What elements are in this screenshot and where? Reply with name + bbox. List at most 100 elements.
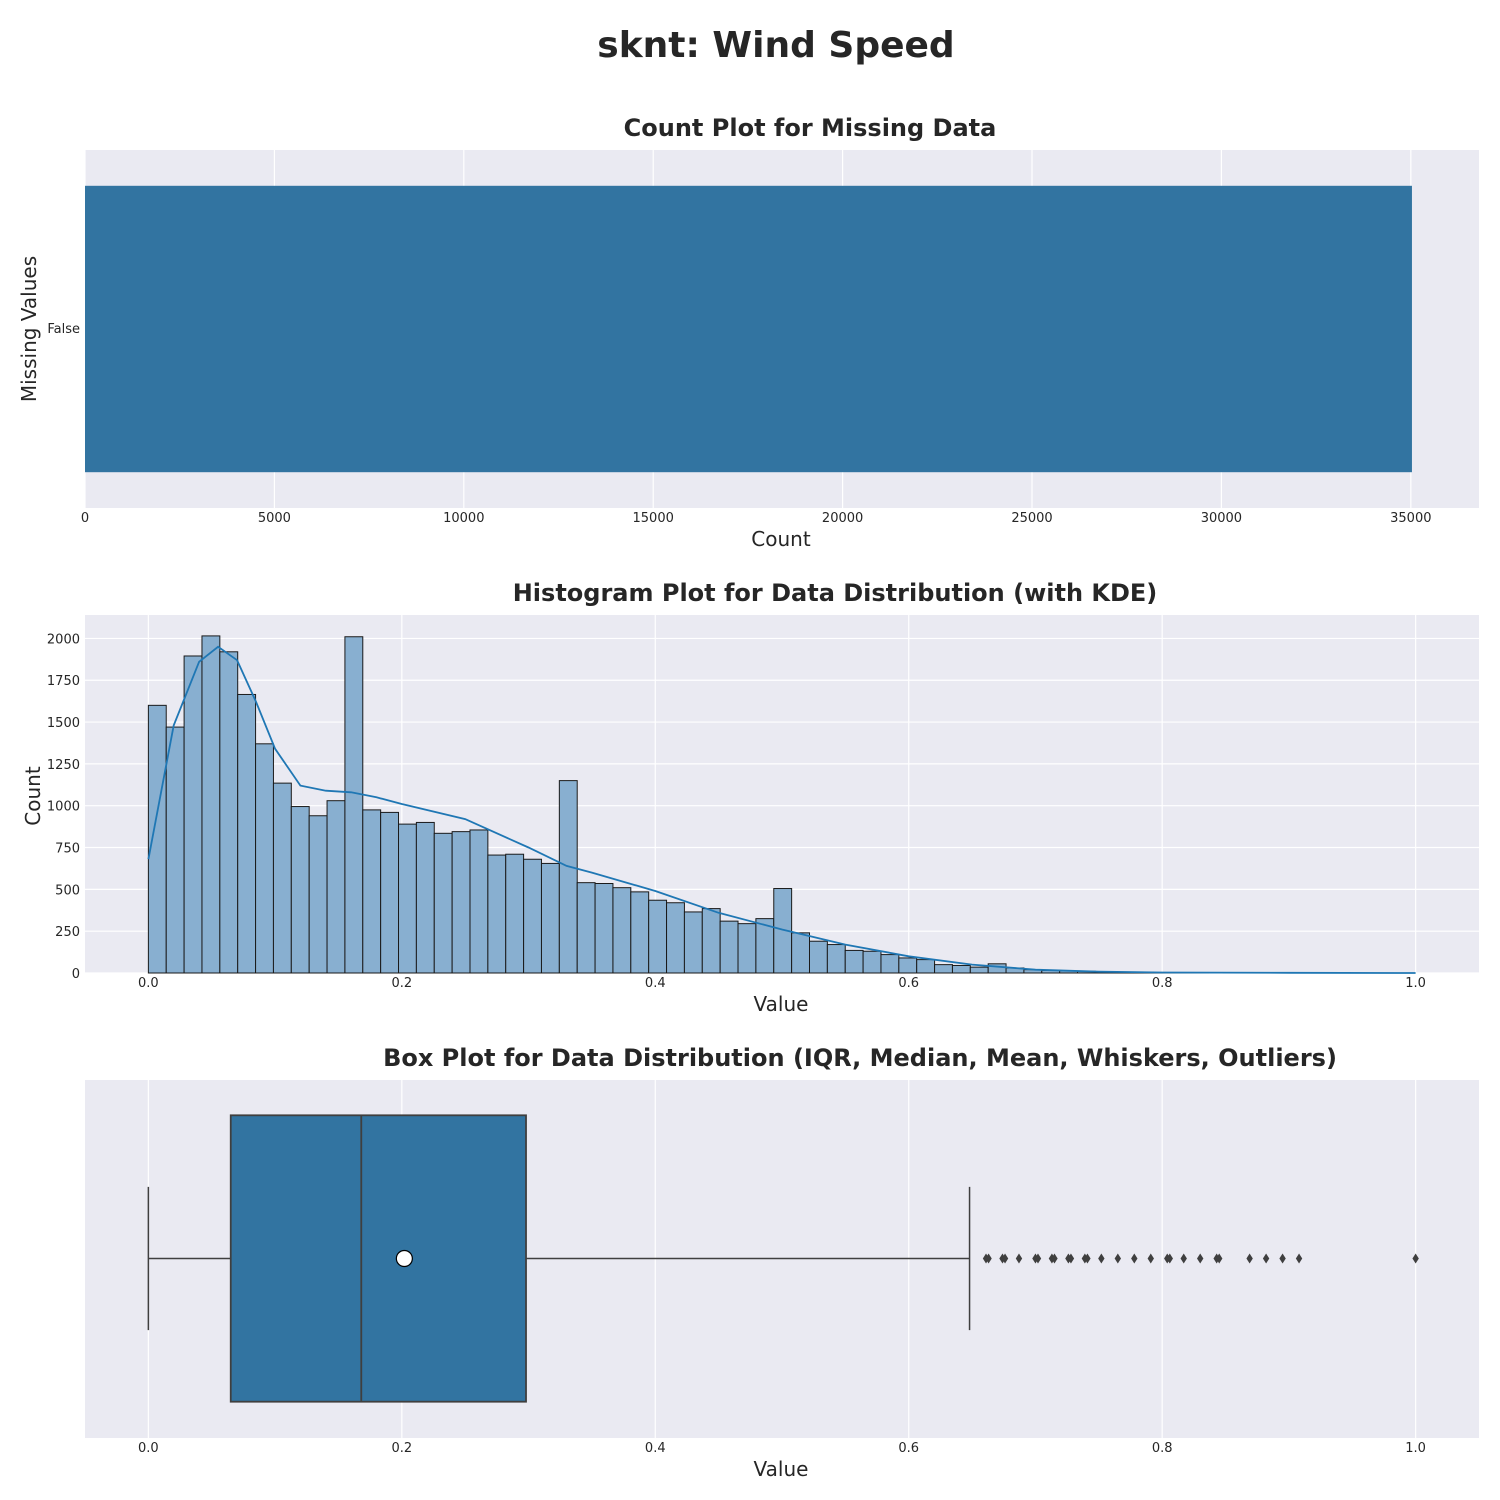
count-plot-x-tick-label: 5000 xyxy=(258,511,291,526)
histogram-bar xyxy=(701,908,721,974)
box-plot-x-tick-label: 1.0 xyxy=(1405,1441,1426,1456)
outlier-point xyxy=(985,1253,992,1264)
histogram-bar xyxy=(290,806,310,974)
box-plot-box xyxy=(147,1114,971,1403)
histogram-bar xyxy=(201,635,221,974)
outlier-point xyxy=(1279,1253,1286,1264)
histogram-y-tick-label: 1500 xyxy=(47,716,80,731)
histogram-y-label: Count xyxy=(21,766,45,826)
count-plot-x-tick-label: 30000 xyxy=(1201,511,1242,526)
histogram-x-tick-label: 0.6 xyxy=(898,976,919,991)
outlier-point xyxy=(1166,1253,1173,1264)
histogram-y-tick-label: 500 xyxy=(55,883,80,898)
box-plot-x-tick-label: 0.2 xyxy=(391,1441,412,1456)
outlier-point xyxy=(1246,1253,1253,1264)
histogram-bar xyxy=(969,966,989,974)
histogram-panel: Histogram Plot for Data Distribution (wi… xyxy=(21,579,1479,1016)
histogram-bar xyxy=(719,920,739,974)
count-plot-x-ticks: 0 5000 10000 15000 20000 25000 30000 35000 xyxy=(81,511,1432,526)
histogram-x-tick-label: 1.0 xyxy=(1405,976,1426,991)
histogram-bar xyxy=(183,655,203,974)
histogram-bar xyxy=(433,832,453,974)
box-plot-title: Box Plot for Data Distribution (IQR, Med… xyxy=(383,1044,1337,1072)
count-plot-y-tick-label: False xyxy=(47,322,80,337)
histogram-bar xyxy=(255,743,274,974)
histogram-bar xyxy=(380,811,400,974)
histogram-bar xyxy=(683,911,703,974)
count-plot-title: Count Plot for Missing Data xyxy=(624,114,997,142)
histogram-bar xyxy=(344,636,364,974)
histogram-y-tick-label: 1750 xyxy=(47,674,80,689)
mean-marker xyxy=(395,1249,413,1268)
outlier-point xyxy=(1131,1253,1138,1264)
outlier-point xyxy=(1262,1253,1270,1264)
histogram-bar xyxy=(862,950,882,974)
histogram-x-label: Value xyxy=(754,992,809,1016)
histogram-bar xyxy=(540,862,560,974)
histogram-y-tick-label: 2000 xyxy=(47,632,80,647)
histogram-bar xyxy=(487,854,507,974)
box-plot-x-tick-label: 0.4 xyxy=(645,1441,666,1456)
histogram-bar xyxy=(469,829,489,974)
histogram-bar xyxy=(951,964,971,974)
box-plot-x-ticks: 0.0 0.2 0.4 0.6 0.8 1.0 xyxy=(138,1441,1426,1456)
histogram-kde xyxy=(147,645,1416,974)
outlier-point xyxy=(1114,1253,1122,1264)
count-plot-y-label: Missing Values xyxy=(17,256,41,402)
outlier-point xyxy=(1067,1253,1075,1264)
outlier-point xyxy=(1197,1253,1204,1264)
outlier-point xyxy=(1051,1253,1058,1264)
histogram-bar xyxy=(165,726,185,974)
histogram-bar xyxy=(934,964,953,974)
histogram-bar xyxy=(362,809,382,974)
histogram-bar xyxy=(451,831,471,974)
outlier-point xyxy=(1216,1253,1223,1264)
histogram-bar xyxy=(147,704,167,974)
histogram-bar xyxy=(398,823,417,974)
histogram-bar xyxy=(630,891,650,974)
count-plot-bars xyxy=(85,185,1412,473)
count-plot-x-tick-label: 10000 xyxy=(443,511,484,526)
outlier-point xyxy=(1295,1253,1303,1264)
histogram-bar xyxy=(826,944,846,974)
histogram-y-tick-label: 0 xyxy=(72,967,80,982)
count-plot-panel: Count Plot for Missing Data 0 5000 10000 15… xyxy=(17,114,1479,551)
histogram-y-tick-label: 1250 xyxy=(47,758,80,773)
count-plot-y-ticks: False xyxy=(47,322,80,337)
histogram-bar xyxy=(666,902,685,974)
histogram-bar xyxy=(987,963,1007,974)
count-plot-x-tick-label: 20000 xyxy=(822,511,863,526)
outlier-point xyxy=(1412,1253,1419,1264)
histogram-bar xyxy=(308,815,328,974)
histogram-bar xyxy=(237,693,257,974)
count-bar xyxy=(85,185,1412,473)
count-plot-x-label: Count xyxy=(751,527,811,551)
outlier-point xyxy=(1180,1253,1187,1264)
histogram-bar xyxy=(326,800,346,974)
histogram-bar xyxy=(612,887,632,974)
figure-title: sknt: Wind Speed xyxy=(597,25,954,66)
histogram-title: Histogram Plot for Data Distribution (wi… xyxy=(513,579,1158,607)
outlier-point xyxy=(1147,1253,1154,1264)
histogram-x-tick-label: 0.0 xyxy=(138,976,159,991)
histogram-bar xyxy=(844,949,864,974)
count-plot-x-tick-label: 25000 xyxy=(1011,511,1052,526)
histogram-bar xyxy=(737,923,757,974)
histogram-bar xyxy=(648,899,668,974)
histogram-x-tick-label: 0.4 xyxy=(645,976,666,991)
histogram-bar xyxy=(808,940,828,974)
histogram-x-tick-label: 0.8 xyxy=(1152,976,1173,991)
box-plot-x-tick-label: 0.0 xyxy=(138,1441,159,1456)
outlier-point xyxy=(1098,1253,1105,1264)
histogram-bar xyxy=(791,932,810,974)
histogram-x-ticks: 0.0 0.2 0.4 0.6 0.8 1.0 xyxy=(138,976,1426,991)
box-plot-x-tick-label: 0.6 xyxy=(898,1441,919,1456)
histogram-bar xyxy=(576,882,596,974)
kde-line xyxy=(147,645,1416,974)
histogram-bar xyxy=(272,782,292,974)
histogram-bar xyxy=(558,780,578,974)
outlier-point xyxy=(1001,1253,1009,1264)
histogram-bar xyxy=(773,888,793,974)
iqr-box xyxy=(229,1114,527,1403)
